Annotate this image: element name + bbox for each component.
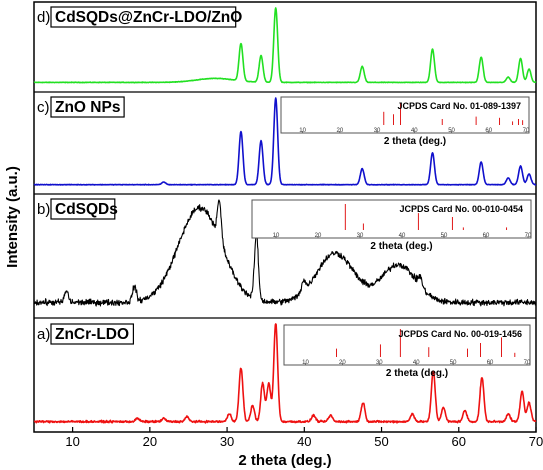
panel-name: ZnCr-LDO [55, 326, 129, 343]
inset-x-axis-title: 2 theta (deg.) [384, 136, 446, 147]
inset-x-axis-title: 2 theta (deg.) [386, 368, 448, 379]
inset-tick-label: 30 [376, 360, 383, 366]
x-tick-label: 50 [374, 434, 388, 449]
inset-tick-label: 50 [448, 128, 455, 134]
series-line-zncr-ldo [33, 323, 537, 424]
reference-card-label: JCPDS Card No. 00-010-0454 [399, 204, 523, 214]
reference-insets: 10 20 30 40 50 60 70 JCPDS Card No. 01-089-1397… [251, 96, 532, 379]
panel-label-cdsqds: b) CdSQDs [37, 198, 118, 220]
inset-x-axis-title: 2 theta (deg.) [370, 241, 432, 252]
inset-tick-label: 50 [441, 233, 448, 239]
x-axis-title: 2 theta (deg.) [238, 452, 331, 469]
x-tick-label: 30 [220, 434, 234, 449]
panel-letter: b) [37, 201, 50, 218]
inset-frame [251, 199, 532, 239]
inset-tick-label: 50 [450, 360, 457, 366]
panel-name: CdSQDs@ZnCr-LDO/ZnO [55, 9, 242, 26]
panel-labels: d) CdSQDs@ZnCr-LDO/ZnO c) ZnO NPs b) CdSQDs a)… [37, 6, 242, 345]
panel-name-box [50, 96, 125, 118]
inset-tick-label: 10 [299, 128, 306, 134]
x-tick-label: 60 [452, 434, 466, 449]
x-tick-label: 20 [143, 434, 157, 449]
inset-tick-label: 70 [523, 128, 530, 134]
x-tick-label: 70 [529, 434, 543, 449]
reference-card-label: JCPDS Card No. 01-089-1397 [397, 101, 521, 111]
inset-tick-label: 30 [357, 233, 364, 239]
panel-name: ZnO NPs [55, 99, 120, 116]
panel-letter: d) [37, 9, 50, 26]
panel-label-zncr-ldo: a) ZnCr-LDO [37, 323, 135, 345]
panel-letter: a) [37, 326, 50, 343]
reference-inset-zno-nps: 10 20 30 40 50 60 70 JCPDS Card No. 01-089-1397… [280, 96, 530, 147]
pattern-curves [33, 7, 537, 424]
series-line-cdsqds [33, 199, 537, 307]
reference-card-label: JCPDS Card No. 00-019-1456 [398, 329, 522, 339]
series-line-zno-nps [33, 97, 537, 186]
inset-tick-label: 20 [337, 128, 344, 134]
panel-separators [34, 91, 536, 319]
panel-letter: c) [37, 99, 50, 116]
inset-frame [283, 324, 531, 366]
inset-tick-label: 40 [413, 360, 420, 366]
x-axis: 10 20 30 40 50 60 70 [65, 427, 543, 449]
inset-tick-label: 60 [485, 128, 492, 134]
series-line-cdsqds-zncr-ldo-zno [33, 7, 537, 84]
inset-tick-label: 20 [315, 233, 322, 239]
inset-tick-label: 10 [273, 233, 280, 239]
panel-label-cdsqds-zncr-ldo-zno: d) CdSQDs@ZnCr-LDO/ZnO [37, 6, 242, 28]
panel-name: CdSQDs [55, 201, 118, 218]
x-tick-label: 40 [297, 434, 311, 449]
reference-inset-cdsqds: 10 20 30 40 50 60 70 JCPDS Card No. 00-010-0454… [251, 199, 532, 252]
panel-name-box [50, 323, 135, 345]
inset-tick-label: 30 [374, 128, 381, 134]
inset-tick-label: 10 [302, 360, 309, 366]
inset-frame [280, 96, 530, 134]
inset-tick-label: 70 [525, 233, 532, 239]
y-axis-title: Intensity (a.u.) [4, 166, 21, 268]
inset-tick-label: 60 [487, 360, 494, 366]
inset-tick-label: 40 [411, 128, 418, 134]
panel-name-box [50, 198, 116, 220]
inset-tick-label: 20 [339, 360, 346, 366]
reference-inset-zncr-ldo: 10 20 30 40 50 60 70 JCPDS Card No. 00-019-1456… [283, 324, 531, 379]
inset-tick-label: 60 [483, 233, 490, 239]
plot-frame [33, 1, 537, 433]
panel-label-zno-nps: c) ZnO NPs [37, 96, 125, 118]
inset-tick-label: 40 [399, 233, 406, 239]
inset-tick-label: 70 [524, 360, 531, 366]
x-tick-label: 10 [65, 434, 79, 449]
panel-name-box [50, 6, 237, 28]
